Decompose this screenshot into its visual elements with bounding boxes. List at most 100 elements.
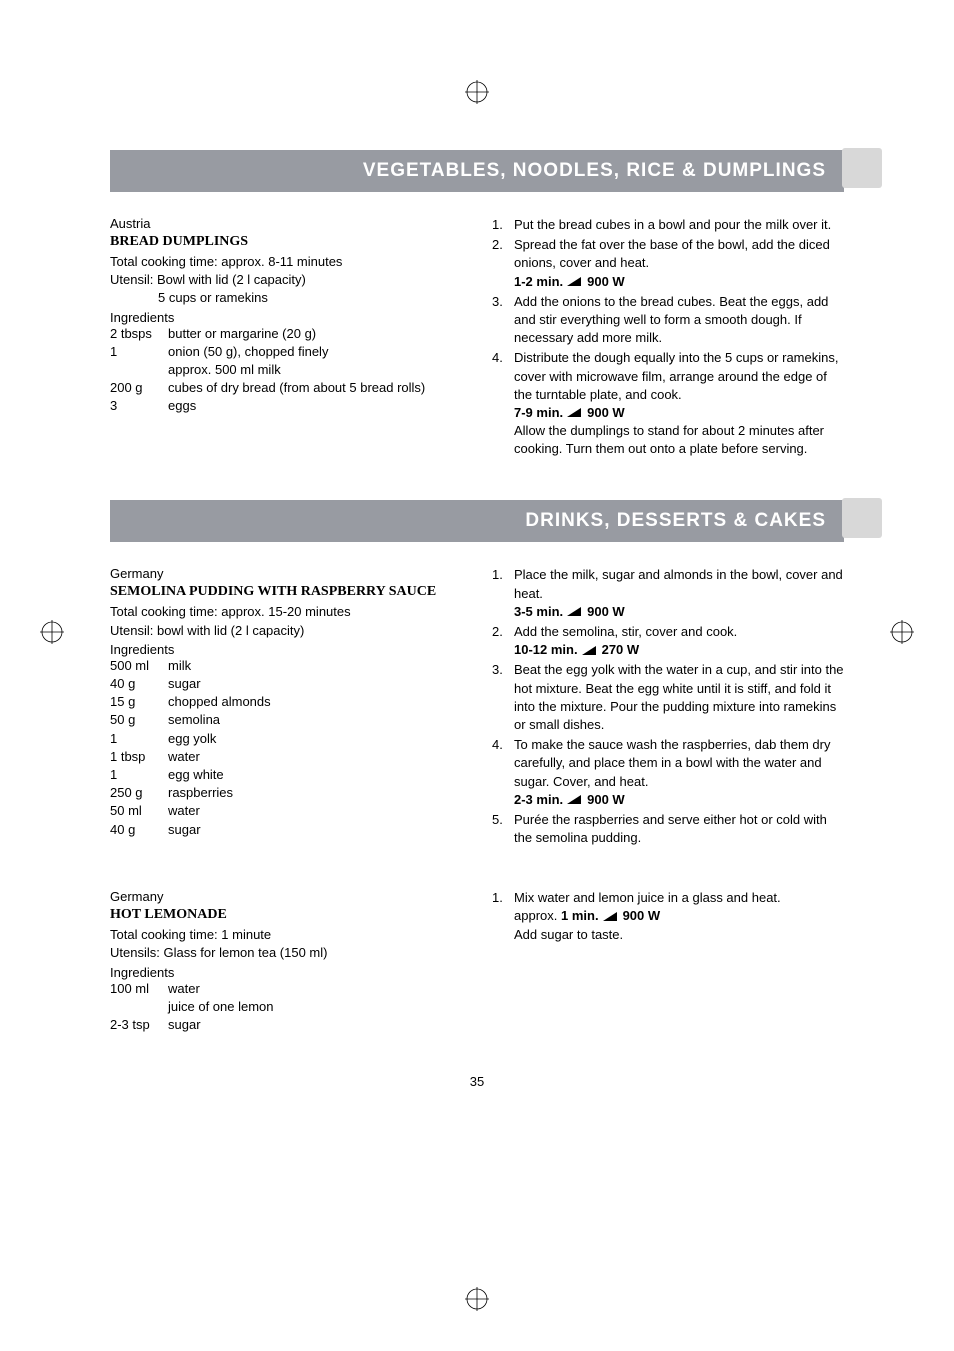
recipe-steps: 1.Put the bread cubes in a bowl and pour… <box>492 216 844 458</box>
recipe-country: Germany <box>110 889 462 904</box>
ingredients-list: 2 tbspsbutter or margarine (20 g) 1onion… <box>110 325 462 416</box>
ingredient-qty: 2-3 tsp <box>110 1016 168 1034</box>
page-number: 35 <box>110 1074 844 1089</box>
step-text: Add the semolina, stir, cover and cook. <box>514 624 737 639</box>
power-time: 3-5 min. <box>514 604 563 619</box>
power-time: 2-3 min. <box>514 792 563 807</box>
power-setting: 2-3 min.900 W <box>514 792 625 807</box>
ingredient-item: approx. 500 ml milk <box>168 361 462 379</box>
section-header-vegetables: VEGETABLES, NOODLES, RICE & DUMPLINGS <box>110 150 844 192</box>
ingredient-item: water <box>168 980 462 998</box>
recipe-title: SEMOLINA PUDDING WITH RASPBERRY SAUCE <box>110 584 462 600</box>
ingredient-item: semolina <box>168 711 462 729</box>
step: 1.Place the milk, sugar and almonds in t… <box>492 566 844 621</box>
step-body: Spread the fat over the base of the bowl… <box>514 236 844 291</box>
utensil-label: Utensil: <box>110 272 153 287</box>
ingredient-item: water <box>168 748 462 766</box>
step-text: Distribute the dough equally into the 5 … <box>514 350 838 401</box>
power-setting: 3-5 min. 900 W <box>514 604 625 619</box>
ingredient-item: sugar <box>168 821 462 839</box>
recipe-hot-lemonade: Germany HOT LEMONADE Total cooking time:… <box>110 889 844 1034</box>
utensil-line: Utensil: Bowl with lid (2 l capacity) <box>110 271 462 289</box>
recipe-right-column: 1.Place the milk, sugar and almonds in t… <box>492 566 844 849</box>
ingredient-qty: 50 ml <box>110 802 168 820</box>
ingredients-header: Ingredients <box>110 310 462 325</box>
ingredient-item: cubes of dry bread (from about 5 bread r… <box>168 379 462 397</box>
recipe-left-column: Germany HOT LEMONADE Total cooking time:… <box>110 889 462 1034</box>
ingredient-item: butter or margarine (20 g) <box>168 325 462 343</box>
ingredient-row: 250 graspberries <box>110 784 462 802</box>
ingredient-qty: 1 <box>110 766 168 784</box>
step: 3.Add the onions to the bread cubes. Bea… <box>492 293 844 348</box>
step-number: 1. <box>492 566 514 621</box>
ingredient-item: chopped almonds <box>168 693 462 711</box>
section-header-drinks: DRINKS, DESSERTS & CAKES <box>110 500 844 542</box>
step-body: To make the sauce wash the raspberries, … <box>514 736 844 809</box>
step: 4.To make the sauce wash the raspberries… <box>492 736 844 809</box>
step-body: Add the semolina, stir, cover and cook. 1… <box>514 623 844 659</box>
ingredient-item: raspberries <box>168 784 462 802</box>
recipe-country: Austria <box>110 216 462 231</box>
step-body: Place the milk, sugar and almonds in the… <box>514 566 844 621</box>
step-text: Purée the raspberries and serve either h… <box>514 811 844 847</box>
ingredient-qty: 200 g <box>110 379 168 397</box>
registration-mark-top <box>465 80 489 104</box>
ingredient-row: juice of one lemon <box>110 998 462 1016</box>
ingredient-row: 200 gcubes of dry bread (from about 5 br… <box>110 379 462 397</box>
ingredient-row: 40 gsugar <box>110 675 462 693</box>
ingredient-item: eggs <box>168 397 462 415</box>
recipe-right-column: 1.Put the bread cubes in a bowl and pour… <box>492 216 844 460</box>
power-setting: 1-2 min.900 W <box>514 274 625 289</box>
ingredient-qty: 15 g <box>110 693 168 711</box>
step: 1.Put the bread cubes in a bowl and pour… <box>492 216 844 234</box>
step-number: 3. <box>492 293 514 348</box>
recipe-country: Germany <box>110 566 462 581</box>
step-text: Add the onions to the bread cubes. Beat … <box>514 293 844 348</box>
ingredient-row: 1onion (50 g), chopped finely <box>110 343 462 361</box>
recipe-bread-dumplings: Austria BREAD DUMPLINGS Total cooking ti… <box>110 216 844 460</box>
step-number: 1. <box>492 216 514 234</box>
cooking-time: Total cooking time: approx. 8-11 minutes <box>110 253 462 271</box>
step-number: 1. <box>492 889 514 944</box>
ingredient-qty <box>110 998 168 1016</box>
ingredient-row: 50 gsemolina <box>110 711 462 729</box>
power-watt: 900 W <box>587 274 625 289</box>
power-time: 10-12 min. <box>514 642 578 657</box>
ingredient-qty: 500 ml <box>110 657 168 675</box>
ingredient-qty: 100 ml <box>110 980 168 998</box>
power-watt: 900 W <box>623 908 661 923</box>
step-text: To make the sauce wash the raspberries, … <box>514 737 831 788</box>
ingredient-row: 2-3 tspsugar <box>110 1016 462 1034</box>
step: 4.Distribute the dough equally into the … <box>492 349 844 458</box>
ingredient-item: juice of one lemon <box>168 998 462 1016</box>
registration-mark-bottom <box>465 1287 489 1311</box>
microwave-icon <box>567 277 583 287</box>
step-number: 2. <box>492 236 514 291</box>
ingredient-item: egg white <box>168 766 462 784</box>
ingredients-list: 100 mlwater juice of one lemon 2-3 tspsu… <box>110 980 462 1035</box>
recipe-title: BREAD DUMPLINGS <box>110 234 462 250</box>
ingredient-row: 3eggs <box>110 397 462 415</box>
ingredient-qty: 1 <box>110 730 168 748</box>
power-setting: 7-9 min.900 W <box>514 405 625 420</box>
ingredients-header: Ingredients <box>110 965 462 980</box>
power-time: 1 min. <box>561 908 599 923</box>
ingredient-qty: 2 tbsps <box>110 325 168 343</box>
power-watt: 900 W <box>587 405 625 420</box>
step: 2.Spread the fat over the base of the bo… <box>492 236 844 291</box>
ingredient-row: 40 gsugar <box>110 821 462 839</box>
step-body: Mix water and lemon juice in a glass and… <box>514 889 844 944</box>
ingredient-row: 1egg yolk <box>110 730 462 748</box>
utensil-value: Bowl with lid (2 l capacity) <box>157 272 306 287</box>
ingredient-row: 15 gchopped almonds <box>110 693 462 711</box>
step-text: Place the milk, sugar and almonds in the… <box>514 567 843 600</box>
microwave-icon <box>603 912 619 922</box>
power-watt: 900 W <box>587 604 625 619</box>
approx-label: approx. <box>514 908 557 923</box>
ingredient-item: water <box>168 802 462 820</box>
power-setting: 1 min. 900 W <box>561 908 660 923</box>
ingredient-item: milk <box>168 657 462 675</box>
recipe-title: HOT LEMONADE <box>110 907 462 923</box>
step: 1.Mix water and lemon juice in a glass a… <box>492 889 844 944</box>
registration-mark-left <box>40 620 64 644</box>
